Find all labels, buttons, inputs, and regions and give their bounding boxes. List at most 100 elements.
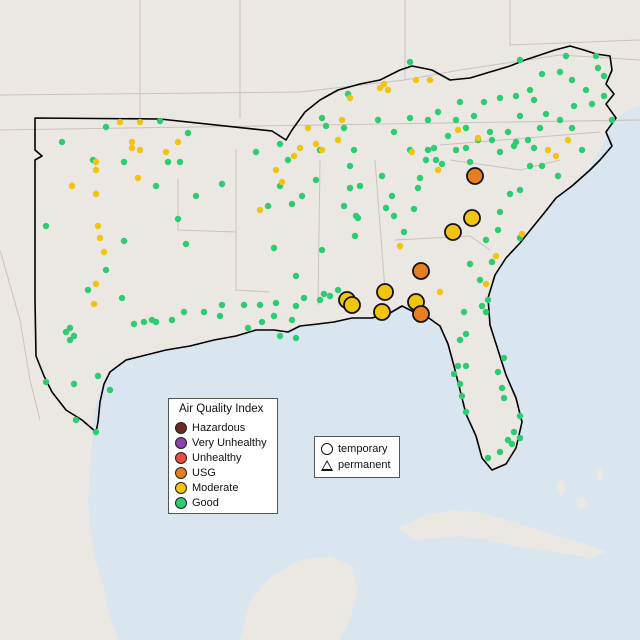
site-good[interactable] (482, 308, 490, 316)
site-good[interactable] (500, 354, 508, 362)
site-good[interactable] (152, 182, 160, 190)
site-good[interactable] (424, 116, 432, 124)
site-good[interactable] (592, 52, 600, 60)
site-good[interactable] (378, 172, 386, 180)
temporary-site-moderate[interactable] (444, 223, 462, 241)
site-good[interactable] (388, 192, 396, 200)
site-good[interactable] (70, 380, 78, 388)
site-moderate[interactable] (134, 174, 142, 182)
site-good[interactable] (320, 290, 328, 298)
site-moderate[interactable] (346, 94, 354, 102)
site-good[interactable] (556, 116, 564, 124)
site-good[interactable] (488, 258, 496, 266)
site-moderate[interactable] (318, 146, 326, 154)
site-moderate[interactable] (128, 144, 136, 152)
site-good[interactable] (600, 92, 608, 100)
site-good[interactable] (42, 378, 50, 386)
site-moderate[interactable] (338, 116, 346, 124)
site-good[interactable] (582, 86, 590, 94)
site-good[interactable] (340, 202, 348, 210)
site-good[interactable] (292, 302, 300, 310)
site-good[interactable] (318, 246, 326, 254)
site-moderate[interactable] (174, 138, 182, 146)
site-good[interactable] (476, 276, 484, 284)
site-good[interactable] (62, 328, 70, 336)
site-good[interactable] (270, 312, 278, 320)
site-moderate[interactable] (94, 222, 102, 230)
monitor-sites[interactable] (42, 52, 616, 462)
site-good[interactable] (298, 192, 306, 200)
site-good[interactable] (504, 436, 512, 444)
site-good[interactable] (120, 237, 128, 245)
site-good[interactable] (351, 232, 359, 240)
site-good[interactable] (316, 296, 324, 304)
site-good[interactable] (422, 156, 430, 164)
site-moderate[interactable] (92, 166, 100, 174)
site-good[interactable] (462, 330, 470, 338)
site-good[interactable] (506, 190, 514, 198)
site-good[interactable] (568, 76, 576, 84)
site-moderate[interactable] (482, 280, 490, 288)
site-good[interactable] (92, 428, 100, 436)
site-good[interactable] (410, 205, 418, 213)
site-good[interactable] (424, 146, 432, 154)
site-good[interactable] (438, 160, 446, 168)
site-good[interactable] (176, 158, 184, 166)
site-good[interactable] (382, 204, 390, 212)
site-moderate[interactable] (90, 300, 98, 308)
site-good[interactable] (244, 324, 252, 332)
site-good[interactable] (516, 186, 524, 194)
site-good[interactable] (496, 448, 504, 456)
site-moderate[interactable] (334, 136, 342, 144)
site-moderate[interactable] (290, 152, 298, 160)
site-moderate[interactable] (304, 124, 312, 132)
site-good[interactable] (460, 308, 468, 316)
site-good[interactable] (180, 308, 188, 316)
site-good[interactable] (526, 162, 534, 170)
site-moderate[interactable] (272, 166, 280, 174)
site-good[interactable] (120, 158, 128, 166)
site-moderate[interactable] (408, 148, 416, 156)
site-good[interactable] (390, 128, 398, 136)
site-moderate[interactable] (544, 146, 552, 154)
site-good[interactable] (284, 156, 292, 164)
site-good[interactable] (482, 236, 490, 244)
site-moderate[interactable] (454, 126, 462, 134)
site-good[interactable] (538, 162, 546, 170)
site-good[interactable] (256, 301, 264, 309)
site-good[interactable] (462, 144, 470, 152)
site-good[interactable] (156, 117, 164, 125)
site-good[interactable] (272, 299, 280, 307)
site-good[interactable] (516, 112, 524, 120)
site-moderate[interactable] (380, 80, 388, 88)
site-moderate[interactable] (552, 152, 560, 160)
site-good[interactable] (600, 72, 608, 80)
temporary-site-usg[interactable] (412, 305, 430, 323)
site-good[interactable] (450, 370, 458, 378)
site-good[interactable] (470, 112, 478, 120)
site-moderate[interactable] (162, 148, 170, 156)
site-good[interactable] (488, 136, 496, 144)
site-good[interactable] (452, 116, 460, 124)
site-moderate[interactable] (436, 288, 444, 296)
site-good[interactable] (42, 222, 50, 230)
site-good[interactable] (444, 132, 452, 140)
site-good[interactable] (494, 368, 502, 376)
site-moderate[interactable] (136, 118, 144, 126)
site-good[interactable] (478, 302, 486, 310)
temporary-site-moderate[interactable] (343, 296, 361, 314)
site-good[interactable] (512, 92, 520, 100)
site-good[interactable] (276, 332, 284, 340)
site-moderate[interactable] (384, 86, 392, 94)
site-good[interactable] (526, 86, 534, 94)
site-good[interactable] (430, 144, 438, 152)
site-moderate[interactable] (492, 252, 500, 260)
site-good[interactable] (346, 184, 354, 192)
site-good[interactable] (130, 320, 138, 328)
temporary-site-moderate[interactable] (373, 303, 391, 321)
site-good[interactable] (466, 158, 474, 166)
temporary-site-usg[interactable] (412, 262, 430, 280)
site-good[interactable] (406, 58, 414, 66)
site-good[interactable] (496, 148, 504, 156)
